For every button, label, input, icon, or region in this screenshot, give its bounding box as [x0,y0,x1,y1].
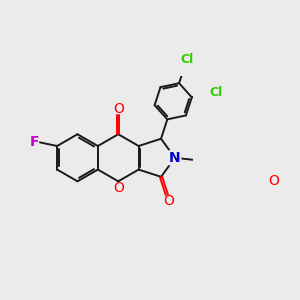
Text: Cl: Cl [180,53,194,66]
Text: N: N [169,151,181,165]
Text: O: O [268,174,279,188]
Text: O: O [113,181,124,195]
Text: F: F [29,135,39,149]
Text: O: O [113,102,124,116]
Text: O: O [164,194,174,208]
Text: N: N [169,151,181,165]
Text: Cl: Cl [209,85,223,99]
